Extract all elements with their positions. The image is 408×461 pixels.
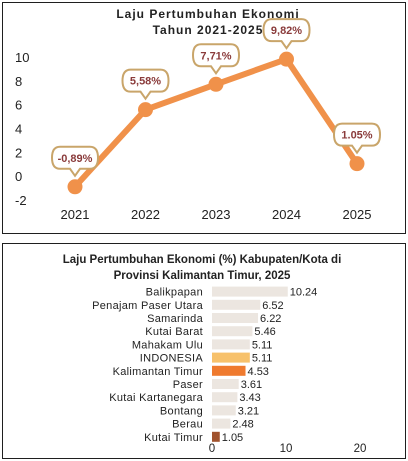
bar-row: Mahakam Ulu 5.11 (132, 339, 273, 351)
value-label: 6.22 (260, 313, 281, 325)
value-label: 3.43 (239, 392, 260, 404)
x-tick-label: 2021 (61, 207, 90, 222)
callout-bubble (121, 68, 170, 101)
bar-row: Kutai Timur 1.05 (144, 431, 243, 444)
value-label: 2.48 (232, 419, 253, 431)
callout-bubble (191, 43, 241, 76)
line-chart-panel: Laju Pertumbuhan Ekonomi Tahun 2021-2025… (2, 2, 406, 234)
data-label: 9,82% (271, 25, 302, 37)
x-tick-label: 10 (280, 443, 293, 455)
data-point (279, 51, 294, 67)
data-label: 7,71% (200, 50, 231, 62)
value-label: 3.21 (238, 405, 259, 417)
bar (212, 352, 250, 363)
value-label: 5.11 (252, 353, 273, 365)
category-label: Balikpapan (146, 287, 203, 299)
bar-row: Bontang 3.21 (160, 405, 259, 417)
category-label: Kalimantan Timur (113, 366, 203, 378)
bar-row: Balikpapan 10.24 (146, 286, 318, 299)
bar-chart-title-line2: Provinsi Kalimantan Timur, 2025 (114, 270, 291, 282)
value-label: 3.61 (241, 379, 262, 391)
callout-bubble (50, 145, 100, 178)
line-chart-title-line2: Tahun 2021-2025 (153, 23, 264, 37)
bar (212, 299, 261, 310)
y-tick-label: 8 (15, 74, 22, 89)
data-label: 1.05% (341, 130, 372, 142)
bar (212, 339, 250, 350)
x-tick-label: 20 (354, 443, 367, 455)
data-point (208, 76, 224, 92)
value-label: 5.11 (252, 339, 273, 351)
x-tick-label: 2022 (131, 207, 160, 222)
x-tick-label: 2024 (272, 207, 301, 222)
y-tick-label: 2 (15, 145, 22, 160)
line-chart-title-line1: Laju Pertumbuhan Ekonomi (116, 7, 299, 21)
bar (212, 313, 259, 323)
y-tick-label: 0 (15, 169, 22, 184)
bar (212, 431, 220, 442)
bar-row: Berau 2.48 (172, 418, 254, 431)
bar (212, 392, 238, 403)
bar-row: Paser 3.61 (173, 379, 262, 391)
category-label: Penajam Paser Utara (92, 300, 203, 312)
bar-row: Kutai Kartanegara 3.43 (109, 392, 261, 404)
x-tick-label: 2023 (202, 207, 231, 222)
x-tick-label: 0 (209, 443, 215, 455)
bar-row: Kutai Barat 5.46 (145, 326, 276, 338)
value-label: 6.52 (262, 300, 283, 312)
y-tick-label: -2 (15, 193, 27, 208)
bar (212, 326, 253, 337)
y-tick-label: 6 (15, 98, 22, 113)
category-label: Berau (172, 419, 203, 431)
callout-bubble (332, 122, 382, 155)
data-point (67, 179, 83, 195)
bar (212, 379, 239, 389)
category-label: Paser (173, 379, 203, 391)
value-label: 1.05 (222, 432, 243, 444)
bar-row: Penajam Paser Utara 6.52 (92, 299, 284, 312)
category-label: Kutai Timur (144, 432, 203, 444)
data-label-callout: -0,89% (50, 145, 100, 178)
category-label: Kutai Barat (145, 326, 203, 338)
bar (212, 405, 236, 416)
category-label: Kutai Kartanegara (109, 392, 203, 404)
category-label: Mahakam Ulu (132, 339, 203, 351)
data-label-callout: 7,71% (191, 43, 241, 76)
value-label: 5.46 (254, 326, 275, 338)
callout-bubble (262, 18, 311, 50)
bar (212, 418, 231, 429)
bar-chart-panel: Laju Pertumbuhan Ekonomi (%) Kabupaten/K… (2, 243, 406, 459)
category-label: INDONESIA (140, 353, 204, 365)
value-label: 10.24 (290, 287, 318, 299)
bar-row: Samarinda 6.22 (147, 313, 281, 325)
bar-row: INDONESIA 5.11 (140, 352, 273, 365)
x-tick-label: 2025 (343, 207, 372, 222)
category-label: Bontang (160, 405, 203, 417)
bar-chart: Laju Pertumbuhan Ekonomi (%) Kabupaten/K… (63, 254, 367, 455)
data-label: 5,58% (130, 76, 161, 88)
data-label: -0,89% (58, 153, 93, 165)
data-label-callout: 9,82% (262, 18, 311, 50)
data-point (138, 102, 153, 118)
y-tick-label: 10 (15, 50, 29, 65)
bar-chart-title-line1: Laju Pertumbuhan Ekonomi (%) Kabupaten/K… (63, 254, 342, 266)
line-chart: Laju Pertumbuhan Ekonomi Tahun 2021-2025… (15, 7, 382, 222)
category-label: Samarinda (147, 313, 203, 325)
value-label: 4.53 (248, 366, 269, 378)
data-label-callout: 5,58% (121, 68, 170, 101)
bar (212, 365, 246, 376)
data-label-callout: 1.05% (332, 122, 382, 155)
bar-row: Kalimantan Timur 4.53 (113, 365, 269, 378)
y-tick-label: 4 (15, 122, 22, 137)
bar (212, 286, 288, 297)
data-point (349, 156, 365, 172)
